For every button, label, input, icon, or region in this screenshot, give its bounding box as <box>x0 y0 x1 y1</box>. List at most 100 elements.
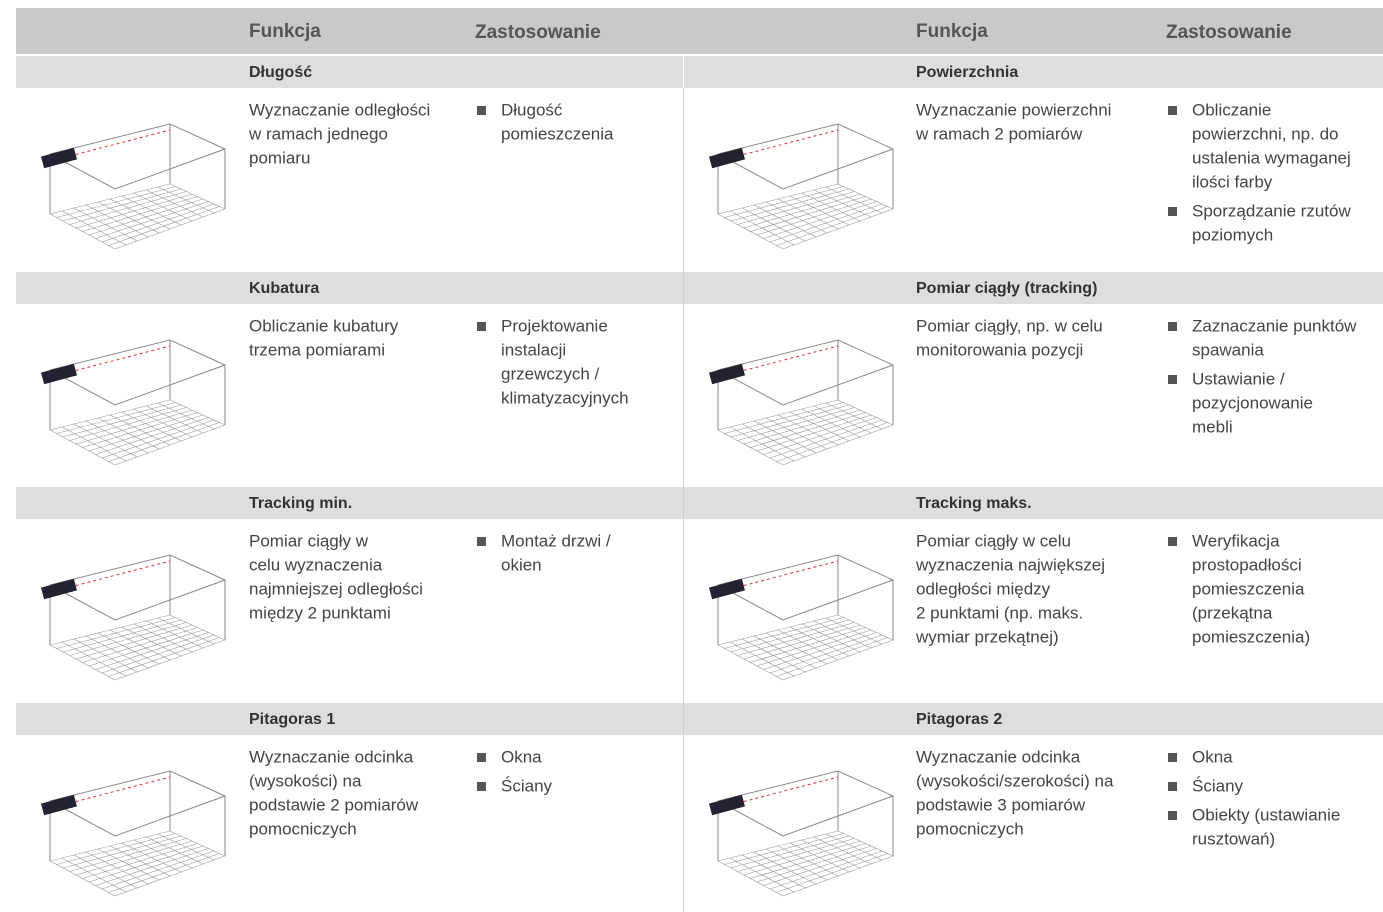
bullet-line: Długość <box>501 100 563 119</box>
grid <box>114 855 226 897</box>
bullet-line: Ściany <box>501 776 553 795</box>
bullet-line: Zaznaczanie punktów <box>1192 316 1357 335</box>
bullet-square <box>1168 207 1177 216</box>
grid <box>813 836 872 865</box>
grid <box>825 833 883 861</box>
grid <box>837 183 894 210</box>
bullet-line: pomieszczenia <box>501 124 614 143</box>
grid <box>750 843 866 879</box>
bullet-line: spawania <box>1192 340 1264 359</box>
bullet-line: rusztowań) <box>1192 829 1275 848</box>
grid <box>763 632 877 670</box>
section-title: Długość <box>249 64 312 81</box>
description-line: Wyznaczanie odcinka <box>249 747 414 766</box>
grid <box>801 192 861 222</box>
grid <box>782 208 894 250</box>
section-bar <box>684 56 1383 88</box>
grid <box>95 201 209 239</box>
bullet-square <box>1168 782 1177 791</box>
grid <box>169 183 226 210</box>
grid <box>108 853 220 893</box>
grid <box>756 629 872 667</box>
grid <box>114 208 226 250</box>
grid <box>769 203 883 243</box>
bullet-line: (przekątna <box>1192 603 1273 622</box>
grid <box>95 417 209 455</box>
grid <box>101 419 215 459</box>
grid <box>750 412 866 448</box>
grid <box>776 853 888 893</box>
section-title: Pomiar ciągły (tracking) <box>916 280 1097 297</box>
bullet-line: Montaż drzwi / <box>501 531 611 550</box>
grid <box>121 411 182 442</box>
bullet-line: Okna <box>1192 747 1233 766</box>
grid <box>782 855 894 897</box>
description-line: odległości między <box>916 579 1051 598</box>
section-title: Kubatura <box>249 280 319 297</box>
description-line: Pomiar ciągły, np. w celu <box>916 316 1103 335</box>
grid <box>82 412 198 448</box>
laser <box>69 129 171 157</box>
bullet-square <box>477 322 486 331</box>
device <box>709 794 745 816</box>
grid <box>108 637 220 677</box>
grid <box>769 850 883 890</box>
bullet-square <box>1168 322 1177 331</box>
bullet-square <box>477 782 486 791</box>
room-edge <box>717 148 894 190</box>
grid <box>776 422 888 462</box>
room-edge <box>49 148 226 190</box>
room-edge <box>717 364 894 406</box>
grid <box>88 198 204 236</box>
grid <box>95 632 209 670</box>
description-line: Wyznaczanie powierzchni <box>916 100 1111 119</box>
section-title: Tracking min. <box>249 495 352 512</box>
bullet-line: Obliczanie <box>1192 100 1271 119</box>
bullet-line: grzewczych / <box>501 364 600 383</box>
device <box>41 147 77 169</box>
header-cell: Zastosowanie <box>1166 22 1292 43</box>
grid <box>813 405 872 434</box>
grid <box>801 623 861 653</box>
grid <box>145 620 204 649</box>
laser <box>69 345 171 373</box>
grid <box>763 201 877 239</box>
bullet-line: instalacji <box>501 340 566 359</box>
grid <box>82 627 198 663</box>
grid <box>789 842 850 873</box>
bullet-line: Obiekty (ustawianie <box>1192 805 1340 824</box>
grid <box>82 196 198 232</box>
description-line: celu wyznaczenia <box>249 555 383 574</box>
description-line: Wyznaczanie odległości <box>249 100 430 119</box>
grid <box>837 830 894 857</box>
grid <box>121 195 182 226</box>
grid <box>145 836 204 865</box>
bullet-line: Projektowanie <box>501 316 608 335</box>
room-edge <box>49 579 226 621</box>
bullet-line: ustalenia wymaganej <box>1192 148 1351 167</box>
description-line: Obliczanie kubatury <box>249 316 399 335</box>
grid <box>157 833 215 861</box>
grid <box>837 614 894 641</box>
description-line: 2 punktami (np. maks. <box>916 603 1083 622</box>
grid <box>145 405 204 434</box>
grid <box>133 623 193 653</box>
grid <box>88 845 204 883</box>
grid <box>763 848 877 886</box>
grid <box>750 196 866 232</box>
room-edge <box>717 579 894 621</box>
device <box>709 147 745 169</box>
section-bar <box>16 703 683 735</box>
description-line: trzema pomiarami <box>249 340 385 359</box>
grid <box>776 637 888 677</box>
header-band <box>16 8 1383 54</box>
bullet-line: pozycjonowanie <box>1192 393 1313 412</box>
bullet-line: pomieszczenia <box>1192 579 1305 598</box>
grid <box>88 414 204 452</box>
grid <box>825 617 883 645</box>
device <box>709 363 745 385</box>
grid <box>837 399 894 426</box>
grid <box>133 192 193 222</box>
grid <box>789 195 850 226</box>
grid <box>145 189 204 218</box>
